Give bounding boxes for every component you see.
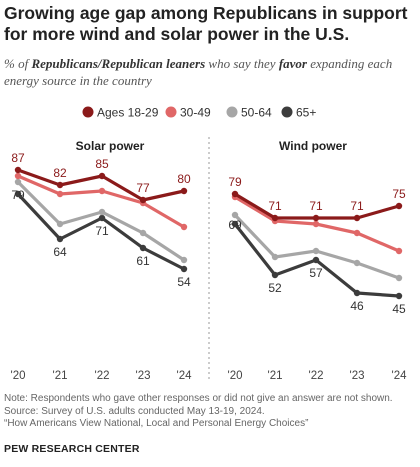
wind-power-data-label-65-0: 69	[228, 218, 242, 232]
wind-power-data-label-ages-18-29-3: 71	[350, 199, 364, 213]
solar-power-data-label-65-4: 54	[177, 275, 191, 289]
solar-power-point-50-64-1	[56, 220, 64, 228]
wind-power-point-50-64-0	[231, 211, 239, 219]
legend-label-ages-18-29: Ages 18-29	[97, 106, 159, 120]
legend-label-65: 65+	[296, 106, 316, 120]
wind-power-data-label-65-2: 57	[309, 266, 323, 280]
solar-power-panel-title: Solar power	[76, 139, 145, 153]
footer-report: “How Americans View National, Local and …	[4, 418, 309, 429]
solar-power-point-ages-18-29-3	[139, 196, 147, 204]
chart-area: Ages 18-29 30-49 50-64 65+ Solar power 87 82 85…	[11, 106, 408, 382]
wind-power-data-label-ages-18-29-1: 71	[268, 199, 282, 213]
wind-power-point-65-0	[231, 220, 239, 228]
wind-power-x-tick-1: '21	[268, 370, 283, 382]
solar-power-x-tick-2: '22	[95, 370, 110, 382]
wind-power-point-ages-18-29-1	[271, 214, 279, 222]
solar-power-point-50-64-2	[98, 208, 106, 216]
wind-power-point-ages-18-29-0	[231, 190, 239, 198]
legend-marker-65	[281, 106, 293, 118]
solar-power-x-tick-3: '23	[136, 370, 151, 382]
solar-power-data-label-ages-18-29-2: 85	[95, 157, 109, 171]
wind-power-point-65-1	[271, 271, 279, 279]
wind-power-point-ages-18-29-2	[312, 214, 320, 222]
legend-marker-50-64	[226, 106, 238, 118]
wind-power-data-label-ages-18-29-4: 75	[392, 187, 406, 201]
solar-power-point-ages-18-29-0	[14, 166, 22, 174]
solar-power-data-label-65-3: 61	[136, 254, 150, 268]
wind-power-point-50-64-3	[353, 259, 361, 267]
wind-power-data-label-65-1: 52	[268, 281, 282, 295]
solar-power-point-ages-18-29-1	[56, 181, 64, 189]
legend-label-30-49: 30-49	[180, 106, 211, 120]
solar-power-data-label-ages-18-29-4: 80	[177, 172, 191, 186]
wind-power-x-tick-2: '22	[309, 370, 324, 382]
wind-power-point-ages-18-29-3	[353, 214, 361, 222]
wind-power-point-30-49-2	[312, 220, 320, 228]
legend-label-50-64: 50-64	[241, 106, 272, 120]
brand-logo-text: PEW RESEARCH CENTER	[4, 443, 140, 455]
solar-power-point-50-64-3	[139, 229, 147, 237]
wind-power-point-50-64-1	[271, 253, 279, 261]
wind-power-x-tick-3: '23	[350, 370, 365, 382]
wind-power-point-50-64-2	[312, 247, 320, 255]
solar-power-point-ages-18-29-4	[180, 187, 188, 195]
solar-power-x-tick-1: '21	[53, 370, 68, 382]
solar-power-data-label-ages-18-29-1: 82	[53, 166, 67, 180]
footer: Note: Respondents who gave other respons…	[4, 393, 416, 431]
solar-power-data-label-65-1: 64	[53, 245, 67, 259]
legend-marker-ages-18-29	[82, 106, 94, 118]
chart-subtitle: % of Republicans/Republican leaners who …	[4, 56, 393, 88]
solar-power-point-65-2	[98, 214, 106, 222]
solar-power-point-30-49-2	[98, 187, 106, 195]
wind-power-data-label-ages-18-29-2: 71	[309, 199, 323, 213]
wind-power-x-tick-4: '24	[392, 370, 408, 382]
solar-power-data-label-ages-18-29-0: 87	[11, 151, 25, 165]
solar-power-point-65-3	[139, 244, 147, 252]
solar-power-point-50-64-0	[14, 178, 22, 186]
solar-power-point-30-49-1	[56, 190, 64, 198]
solar-power-point-65-0	[14, 190, 22, 198]
wind-power-x-tick-0: '20	[228, 370, 243, 382]
solar-power-point-65-1	[56, 235, 64, 243]
legend-marker-30-49	[165, 106, 177, 118]
chart-title: Growing age gap among Republicans in sup…	[4, 3, 408, 44]
wind-power-data-label-65-3: 46	[350, 299, 364, 313]
footer-source: Source: Survey of U.S. adults conducted …	[4, 405, 265, 417]
solar-power-data-label-ages-18-29-3: 77	[136, 181, 150, 195]
wind-power-data-label-65-4: 45	[392, 302, 406, 316]
solar-power-point-50-64-4	[180, 256, 188, 264]
solar-power-point-30-49-4	[180, 223, 188, 231]
wind-power-point-30-49-3	[353, 229, 361, 237]
solar-power-x-tick-0: '20	[11, 370, 26, 382]
wind-power-point-30-49-4	[395, 247, 403, 255]
solar-power-data-label-65-0: 79	[11, 188, 25, 202]
solar-power-point-30-49-0	[14, 172, 22, 180]
solar-power-point-ages-18-29-2	[98, 172, 106, 180]
wind-power-point-65-4	[395, 292, 403, 300]
wind-power-panel-title: Wind power	[279, 139, 347, 153]
solar-power-point-65-4	[180, 265, 188, 273]
wind-power-point-65-2	[312, 256, 320, 264]
wind-power-point-ages-18-29-4	[395, 202, 403, 210]
wind-power-point-50-64-4	[395, 274, 403, 282]
footer-note: Note: Respondents who gave other respons…	[4, 393, 393, 404]
solar-power-data-label-65-2: 71	[95, 224, 109, 238]
solar-power-x-tick-4: '24	[177, 370, 193, 382]
wind-power-point-65-3	[353, 289, 361, 297]
wind-power-data-label-ages-18-29-0: 79	[228, 175, 242, 189]
